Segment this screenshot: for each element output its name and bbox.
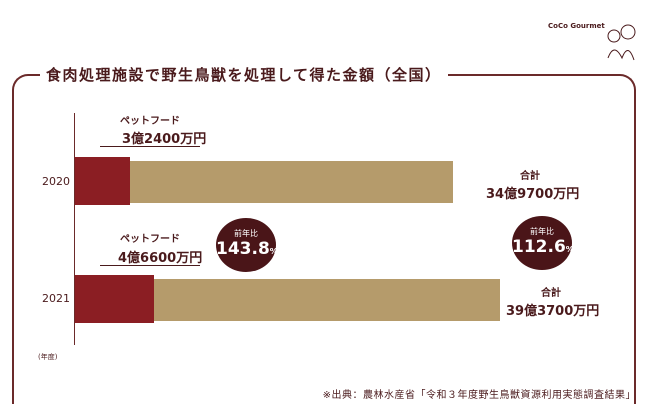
yoy-value: 112.6% — [512, 237, 574, 257]
logo: CoCo Gourmet — [548, 22, 636, 61]
pet-value-2021: 4億6600万円 — [118, 251, 203, 266]
chart-title: 食肉処理施設で野生鳥獣を処理して得た金額（全国） — [40, 64, 448, 85]
total-value-2021: 39億3700万円 — [506, 304, 600, 319]
pet-food-bar-2020 — [75, 157, 131, 205]
yoy-label: 前年比 — [530, 227, 554, 236]
year-label-2021: 2021 — [42, 292, 70, 305]
yoy-bubble-pet: 前年比 143.8% — [216, 218, 278, 272]
pet-value-2020: 3億2400万円 — [122, 132, 207, 147]
leader-line — [100, 146, 200, 147]
yoy-bubble-total: 前年比 112.6% — [512, 216, 574, 270]
total-bar-2020 — [75, 161, 453, 203]
unit-label: (年度) — [38, 353, 58, 361]
yoy-value: 143.8% — [216, 239, 278, 259]
pet-label-2021: ペットフード — [120, 234, 180, 245]
y-axis — [74, 113, 75, 345]
yoy-label: 前年比 — [234, 229, 258, 238]
leader-line — [100, 265, 200, 266]
total-value-2020: 34億9700万円 — [486, 187, 580, 202]
total-label-2021: 合計 — [541, 288, 561, 299]
chef-logo-icon — [607, 24, 636, 61]
total-label-2020: 合計 — [520, 171, 540, 182]
logo-text: CoCo Gourmet — [548, 22, 605, 30]
source-note: ※出典：農林水産省「令和３年度野生鳥獣資源利用実態調査結果」 — [322, 390, 636, 401]
pet-food-bar-2021 — [75, 275, 155, 323]
pet-label-2020: ペットフード — [120, 116, 180, 127]
year-label-2020: 2020 — [42, 175, 70, 188]
